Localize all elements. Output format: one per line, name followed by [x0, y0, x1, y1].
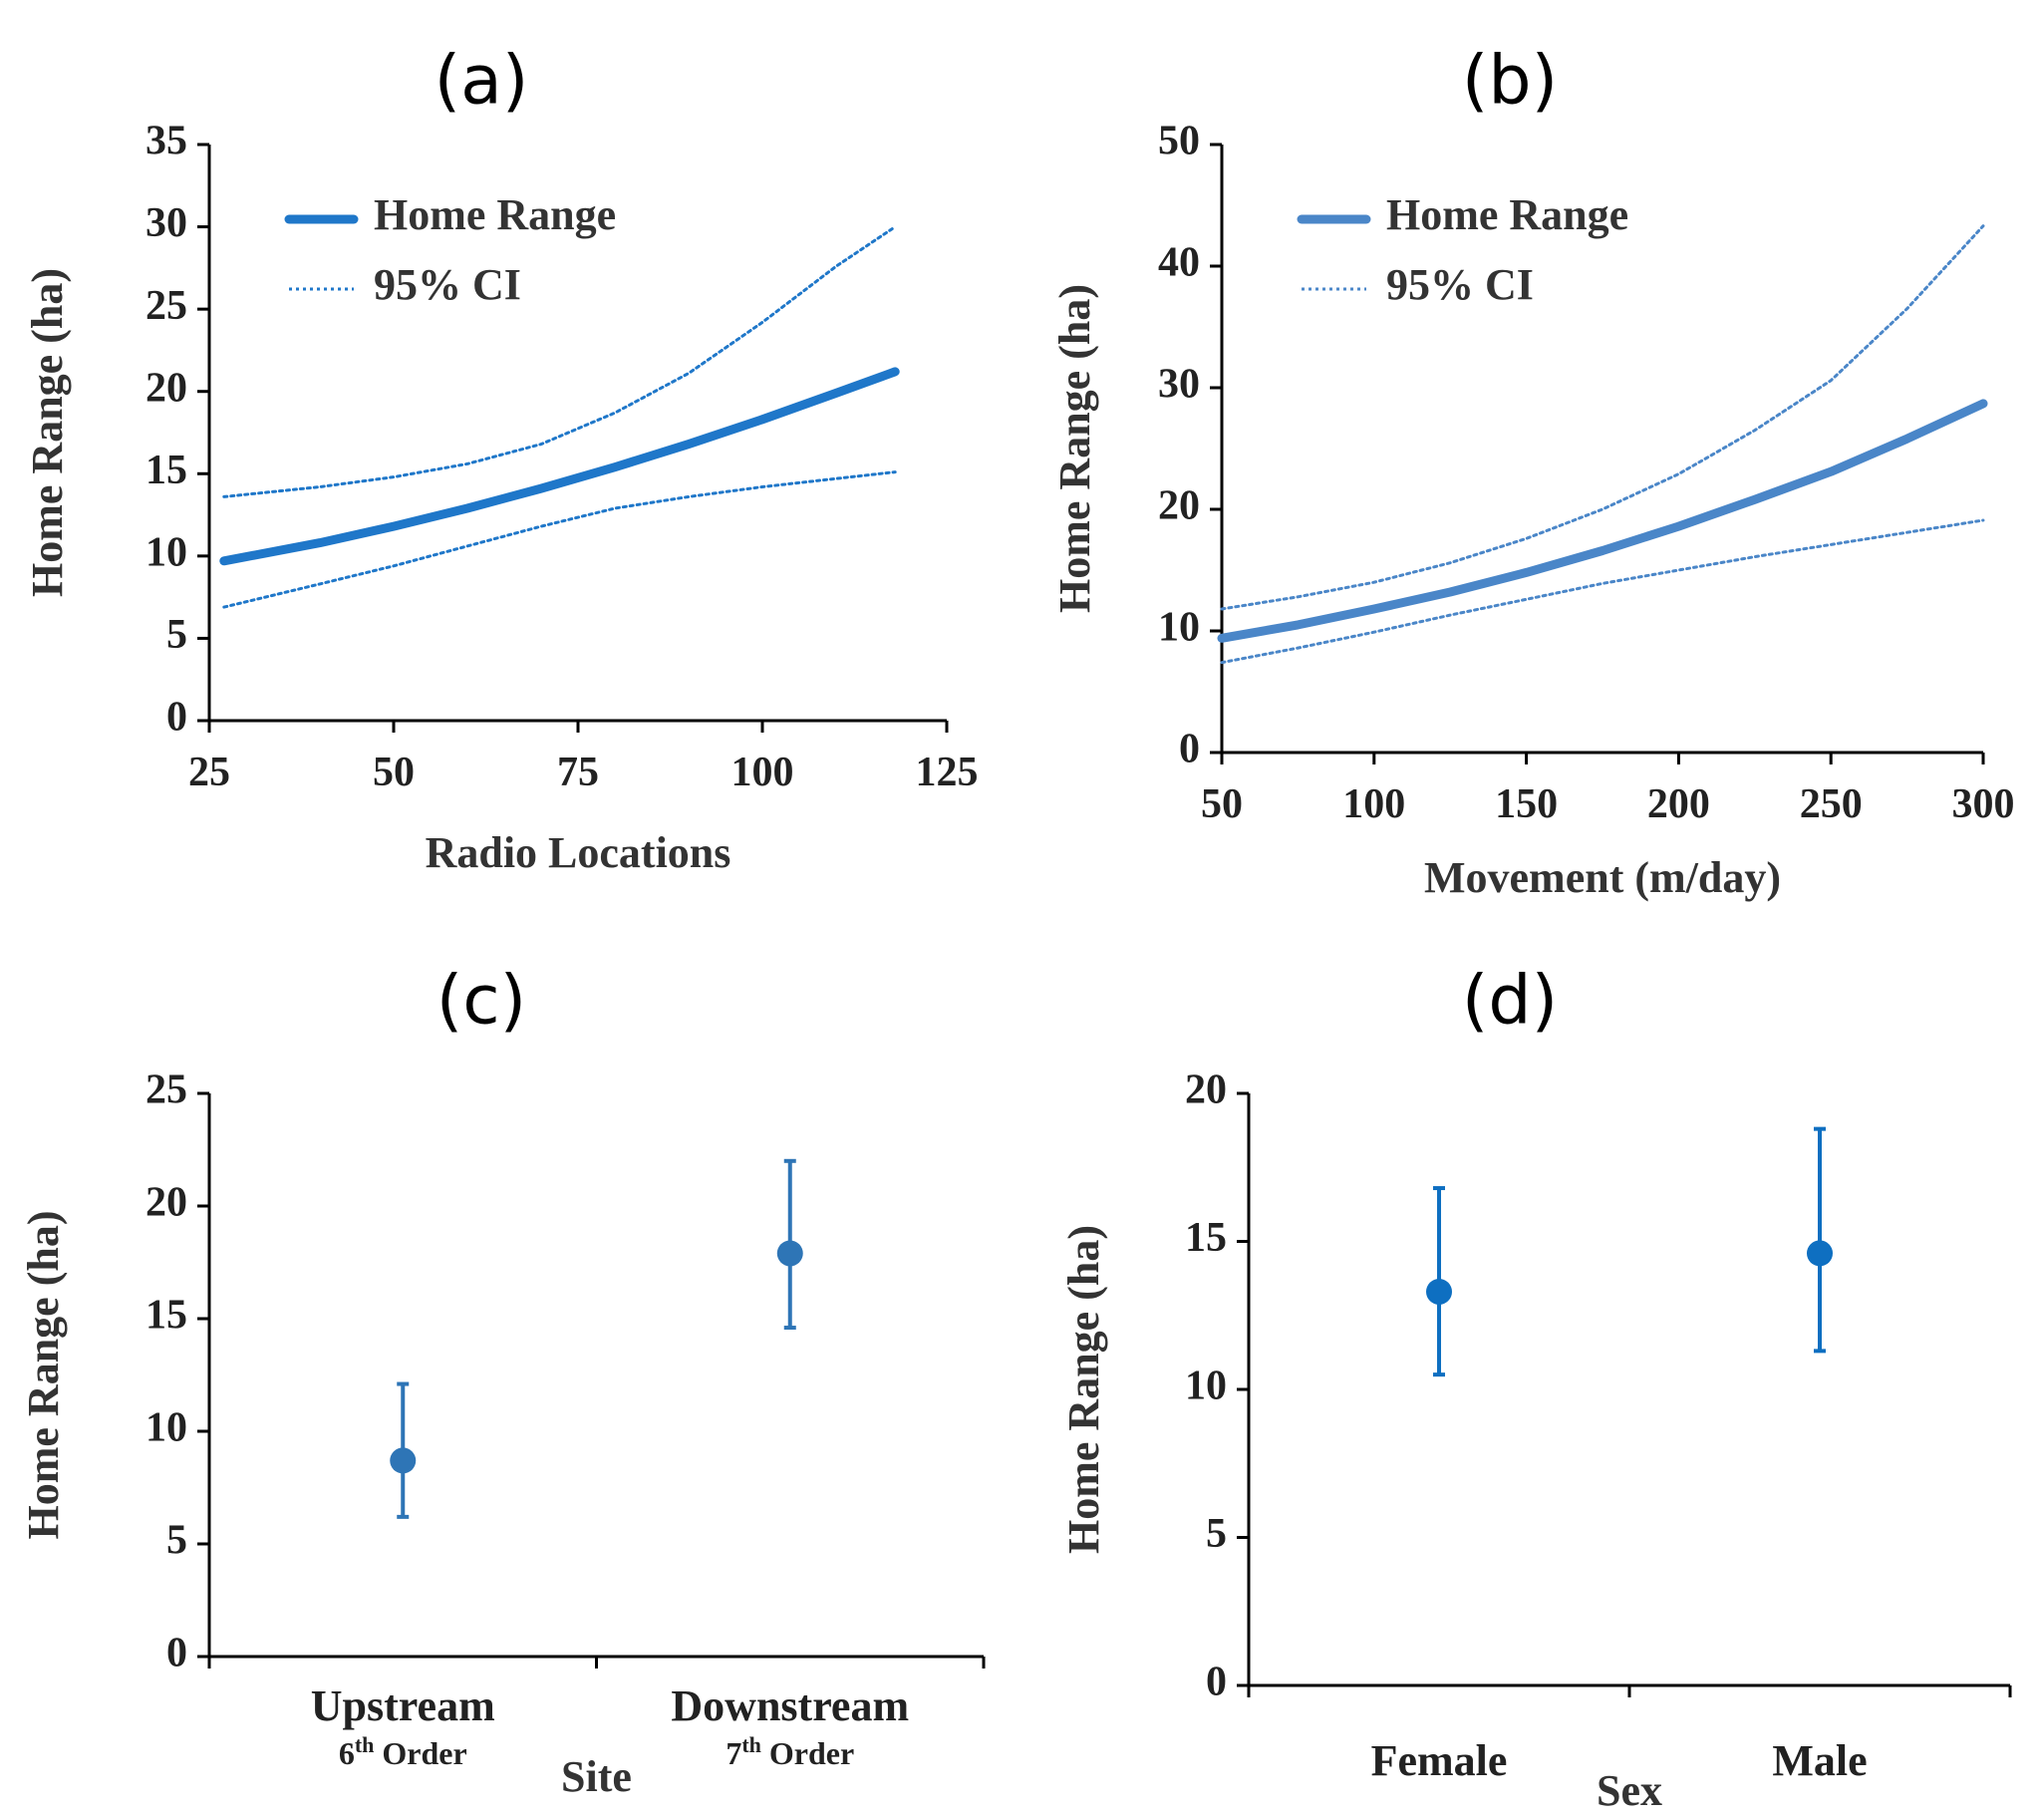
y-tick-label: 40: [1158, 240, 1200, 286]
ci-lower-line: [222, 470, 897, 609]
x-tick-label: 50: [373, 750, 415, 795]
y-tick-label: 20: [1185, 1067, 1227, 1113]
x-tick-label: 125: [916, 750, 979, 795]
x-tick-label: 250: [1800, 781, 1863, 827]
y-axis-title: Home Range (ha): [1059, 1225, 1108, 1554]
panel-a: (a) 0 5 10 15 20 25 30 35 25 50 75 100 125 Radio Locat…: [23, 42, 978, 877]
category-label: Downstream: [671, 1681, 909, 1730]
x-tick-label: 200: [1647, 781, 1710, 827]
x-tick-label: 25: [188, 750, 230, 795]
y-tick-label: 20: [146, 1180, 187, 1226]
y-tick-label: 0: [1206, 1660, 1227, 1705]
x-axis-title: Sex: [1597, 1766, 1662, 1815]
y-tick-label: 0: [166, 1631, 187, 1676]
y-tick-label: 25: [146, 1067, 187, 1113]
category-sublabel-suffix: th: [741, 1732, 761, 1757]
panel-label: (b): [1462, 42, 1558, 121]
data-point: [1426, 1278, 1452, 1305]
category-sublabel-suffix: th: [355, 1732, 375, 1757]
panel-c: (c) 0 5 10 15 20 25 Home Range (ha) Upstream6th …: [19, 962, 986, 1801]
panel-label: (d): [1462, 962, 1558, 1041]
y-tick-label: 0: [1179, 727, 1200, 772]
y-tick-label: 50: [1158, 119, 1200, 164]
category-sublabel: 6th Order: [339, 1732, 467, 1771]
y-tick-label: 20: [1158, 483, 1200, 529]
x-axis-title: Movement (m/day): [1424, 853, 1781, 902]
panel-label: (a): [435, 42, 529, 121]
ci-upper-line: [1220, 224, 1985, 611]
x-tick-label: 75: [557, 750, 599, 795]
legend-label-ci: 95% CI: [1386, 260, 1534, 309]
data-point: [776, 1240, 803, 1267]
data-point: [390, 1447, 417, 1474]
ci-lower-line: [1220, 518, 1985, 665]
y-tick-label: 35: [146, 119, 187, 164]
x-tick-label: 300: [1952, 781, 2015, 827]
panel-label: (c): [437, 962, 526, 1041]
category-sublabel-number: 6: [339, 1735, 355, 1771]
panel-b: (b) 0 10 20 30 40 50 50 100 150 200 250 300 Movement …: [1050, 42, 2014, 902]
category-sublabel-number: 7: [726, 1735, 741, 1771]
y-tick-label: 10: [1158, 605, 1200, 651]
home-range-line: [219, 367, 900, 566]
legend-label-home-range: Home Range: [1386, 190, 1628, 239]
home-range-line: [1217, 399, 1988, 643]
x-tick-label: 100: [731, 750, 794, 795]
y-axis-title: Home Range (ha): [19, 1211, 68, 1540]
category-label: Female: [1371, 1736, 1508, 1785]
y-tick-label: 20: [146, 365, 187, 411]
y-tick-label: 25: [146, 283, 187, 329]
ci-upper-line: [222, 225, 897, 498]
y-tick-label: 15: [146, 1293, 187, 1339]
data-point: [1807, 1240, 1833, 1267]
y-tick-label: 5: [166, 612, 187, 658]
y-tick-label: 10: [146, 1405, 187, 1451]
y-tick-label: 10: [1185, 1364, 1227, 1409]
y-axis-title: Home Range (ha): [23, 268, 72, 597]
y-tick-label: 15: [1185, 1215, 1227, 1261]
category-sublabel: 7th Order: [726, 1732, 854, 1771]
y-tick-label: 30: [146, 200, 187, 246]
x-tick-label: 100: [1342, 781, 1405, 827]
x-axis-title: Site: [561, 1752, 632, 1801]
legend-label-home-range: Home Range: [374, 190, 616, 239]
y-tick-label: 30: [1158, 362, 1200, 408]
category-sublabel-text: Order: [374, 1735, 466, 1771]
y-axis-title: Home Range (ha): [1050, 284, 1099, 613]
x-tick-label: 150: [1495, 781, 1558, 827]
y-tick-label: 15: [146, 448, 187, 493]
category-sublabel-text: Order: [761, 1735, 854, 1771]
y-tick-label: 10: [146, 529, 187, 575]
y-tick-label: 5: [166, 1518, 187, 1564]
y-tick-label: 0: [166, 695, 187, 741]
x-axis-title: Radio Locations: [426, 828, 731, 877]
x-tick-label: 50: [1201, 781, 1243, 827]
y-tick-label: 5: [1206, 1511, 1227, 1557]
category-label: Upstream: [311, 1681, 495, 1730]
category-label: Male: [1772, 1736, 1867, 1785]
legend-label-ci: 95% CI: [374, 260, 521, 309]
panel-d: (d) 0 5 10 15 20 Home Range (ha) Female Male Sex: [1059, 962, 2012, 1815]
